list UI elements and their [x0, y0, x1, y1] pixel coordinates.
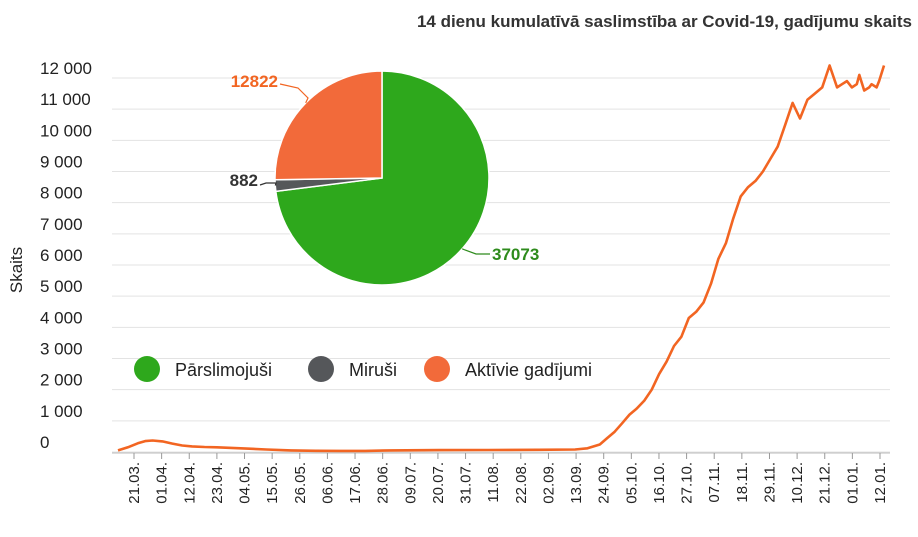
- line-series: [117, 64, 886, 453]
- x-tick-label: 28.06.: [375, 462, 392, 504]
- y-tick-label: 4 000: [40, 308, 83, 327]
- x-tick-label: 22.08.: [513, 462, 530, 504]
- x-tick-label: 12.01.: [872, 462, 889, 504]
- legend-marker: [134, 356, 160, 382]
- x-tick-label: 01.04.: [154, 462, 171, 504]
- x-tick-label: 29.11.: [761, 462, 778, 503]
- pie-value-label: 12822: [231, 72, 278, 91]
- pie-chart: 37073 882 12822: [230, 70, 539, 286]
- x-tick-label: 13.09.: [568, 462, 585, 504]
- x-tick-label: 21.12.: [817, 462, 834, 504]
- y-tick-label: 1 000: [40, 402, 83, 421]
- x-tick-label: 12.04.: [181, 462, 198, 504]
- x-tick-label: 07.11.: [706, 462, 723, 503]
- cases-line: [117, 64, 886, 453]
- pie-leader-line: [461, 248, 490, 255]
- legend-label: Miruši: [349, 360, 397, 380]
- y-tick-label: 5 000: [40, 277, 83, 296]
- legend-label: Aktīvie gadījumi: [465, 360, 592, 380]
- x-tick-label: 27.10.: [679, 462, 696, 504]
- x-tick-label: 09.07.: [402, 462, 419, 504]
- x-tick-label: 02.09.: [540, 462, 557, 504]
- y-tick-label: 7 000: [40, 215, 83, 234]
- y-tick-label: 9 000: [40, 153, 83, 172]
- y-axis-label: Skaits: [7, 247, 26, 293]
- pie-leader-line: [259, 182, 277, 186]
- x-tick-label: 26.05.: [292, 462, 309, 504]
- pie-value-label: 37073: [492, 245, 539, 264]
- pie-slice: [274, 70, 383, 181]
- x-tick-label: 10.12.: [789, 462, 806, 504]
- x-tick-label: 04.05.: [237, 462, 254, 504]
- legend-label: Pārslimojuši: [175, 360, 272, 380]
- x-tick-label: 20.07.: [430, 462, 447, 504]
- x-tick-label: 24.09.: [596, 462, 613, 504]
- y-tick-label: 12 000: [40, 59, 92, 78]
- x-tick-label: 31.07.: [458, 462, 475, 504]
- legend: Pārslimojuši Miruši Aktīvie gadījumi: [134, 356, 592, 382]
- pie-leader-line: [279, 83, 309, 104]
- x-tick-label: 01.01.: [844, 462, 861, 504]
- y-tick-label: 11 000: [40, 90, 91, 109]
- x-tick-label: 23.04.: [209, 462, 226, 504]
- y-tick-label: 10 000: [40, 121, 92, 140]
- x-tick-label: 15.05.: [264, 462, 281, 504]
- chart-title: 14 dienu kumulatīvā saslimstība ar Covid…: [417, 12, 912, 31]
- x-tick-label: 11.08.: [485, 462, 502, 503]
- x-axis-ticks: 21.03. 01.04. 12.04. 23.04. 04.05. 15.05. 26.0…: [126, 453, 889, 504]
- y-tick-label: 8 000: [40, 184, 83, 203]
- y-tick-label: 2 000: [40, 371, 83, 390]
- y-tick-label: 6 000: [40, 246, 83, 265]
- y-axis-ticks: 0 1 000 2 000 3 000 4 000 5 000 6 000 7 000 8 00…: [40, 59, 92, 452]
- legend-marker: [308, 356, 334, 382]
- x-tick-label: 21.03.: [126, 462, 143, 504]
- x-tick-label: 05.10.: [623, 462, 640, 504]
- x-tick-label: 16.10.: [651, 462, 668, 504]
- pie-value-label: 882: [230, 171, 258, 190]
- y-tick-label: 3 000: [40, 340, 83, 359]
- legend-marker: [424, 356, 450, 382]
- x-tick-label: 17.06.: [347, 462, 364, 504]
- y-tick-label: 0: [40, 433, 49, 452]
- grid: [112, 77, 890, 454]
- x-tick-label: 06.06.: [319, 462, 336, 504]
- x-tick-label: 18.11.: [734, 462, 751, 503]
